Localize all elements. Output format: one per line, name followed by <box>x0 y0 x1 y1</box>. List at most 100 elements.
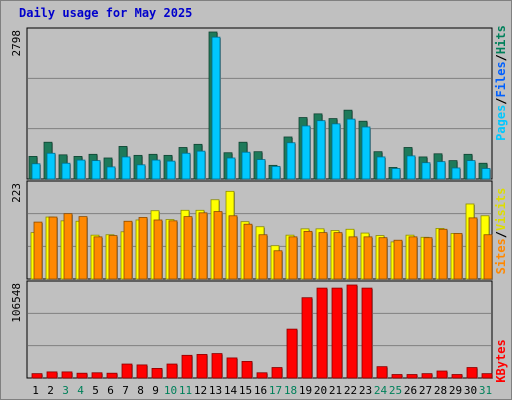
bar-files-15-body <box>241 151 251 180</box>
day-label-5: 5 <box>92 384 99 397</box>
day-label-25: 25 <box>389 384 402 397</box>
day-label-28: 28 <box>434 384 447 397</box>
bar-sites-23-body <box>363 236 373 280</box>
bar-sites-3-body <box>63 213 73 280</box>
bar-kbytes-28 <box>436 370 448 379</box>
day-label-1: 1 <box>32 384 39 397</box>
bar-sites-11 <box>183 216 193 280</box>
bar-sites-1 <box>33 221 43 280</box>
bar-kbytes-29 <box>451 374 463 379</box>
bar-sites-6-body <box>108 235 118 280</box>
bar-sites-28 <box>438 228 448 280</box>
bar-files-17-body <box>271 165 281 180</box>
bar-kbytes-5 <box>91 372 103 379</box>
day-label-10: 10 <box>164 384 177 397</box>
bar-files-2 <box>46 152 56 180</box>
bar-sites-27-body <box>423 237 433 280</box>
bar-sites-6 <box>108 235 118 280</box>
bar-sites-7 <box>123 220 133 280</box>
legend-separator: / <box>494 231 508 238</box>
bar-sites-15 <box>243 223 253 280</box>
bar-sites-31-body <box>483 234 493 280</box>
bar-sites-8 <box>138 217 148 280</box>
ymax-label-kbytes: 106548 <box>10 283 23 323</box>
bar-kbytes-23 <box>361 287 373 379</box>
bar-sites-2-body <box>48 216 58 280</box>
bar-sites-16-body <box>258 234 268 280</box>
bar-kbytes-11-body <box>181 354 193 379</box>
bar-files-17 <box>271 165 281 180</box>
bar-kbytes-9 <box>151 367 163 379</box>
bar-sites-17-body <box>273 250 283 280</box>
legend-hits: Hits <box>494 25 508 54</box>
bar-sites-9-body <box>153 219 163 280</box>
bar-files-16-body <box>256 159 266 180</box>
bar-files-5 <box>91 160 101 180</box>
bar-sites-24-body <box>378 237 388 280</box>
bar-kbytes-21 <box>331 287 343 379</box>
bar-files-15 <box>241 151 251 180</box>
bar-sites-26-body <box>408 236 418 280</box>
bar-files-24-body <box>376 156 386 180</box>
bar-files-11-body <box>181 152 191 180</box>
bar-sites-13 <box>213 211 223 280</box>
bar-sites-5 <box>93 236 103 280</box>
bar-kbytes-18-body <box>286 328 298 379</box>
bar-sites-10 <box>168 220 178 280</box>
day-label-7: 7 <box>122 384 129 397</box>
day-label-26: 26 <box>404 384 417 397</box>
bar-files-12-body <box>196 150 206 180</box>
bar-sites-18-body <box>288 236 298 280</box>
bar-kbytes-15 <box>241 361 253 379</box>
bar-files-13-body <box>211 36 221 180</box>
bar-kbytes-14-body <box>226 357 238 379</box>
bar-kbytes-31-body <box>481 373 493 379</box>
bar-files-21-body <box>331 123 341 180</box>
bar-kbytes-26-body <box>406 374 418 379</box>
legend-visits-sites: Sites/Visits <box>494 188 508 275</box>
bar-kbytes-20 <box>316 287 328 379</box>
bar-kbytes-17-body <box>271 367 283 379</box>
bar-sites-29-body <box>453 233 463 280</box>
day-label-8: 8 <box>137 384 144 397</box>
bar-files-31-body <box>481 168 491 180</box>
bar-sites-4-body <box>78 216 88 280</box>
day-label-4: 4 <box>77 384 84 397</box>
bar-kbytes-2-body <box>46 371 58 379</box>
legend-kbytes: KBytes <box>494 339 508 382</box>
bar-kbytes-6 <box>106 372 118 379</box>
bar-kbytes-22 <box>346 284 358 379</box>
bar-sites-12-body <box>198 212 208 280</box>
bar-sites-11-body <box>183 216 193 280</box>
bar-files-3-body <box>61 162 71 180</box>
bar-kbytes-5-body <box>91 372 103 379</box>
day-label-16: 16 <box>254 384 267 397</box>
bar-sites-15-body <box>243 223 253 280</box>
bar-kbytes-19-body <box>301 297 313 379</box>
bar-files-31 <box>481 168 491 180</box>
bar-kbytes-13-body <box>211 353 223 379</box>
bar-files-4-body <box>76 159 86 180</box>
bar-files-18 <box>286 142 296 180</box>
bar-sites-22-body <box>348 236 358 280</box>
bar-files-13 <box>211 36 221 180</box>
bar-files-20-body <box>316 120 326 180</box>
legend-sites: Sites <box>494 238 508 274</box>
bar-files-10 <box>166 160 176 180</box>
bar-sites-12 <box>198 212 208 280</box>
bar-files-6-body <box>106 166 116 180</box>
bar-files-5-body <box>91 160 101 180</box>
bar-sites-30 <box>468 217 478 280</box>
bar-sites-25 <box>393 239 403 280</box>
bar-files-27 <box>421 162 431 180</box>
bar-kbytes-12 <box>196 354 208 379</box>
bar-files-30 <box>466 160 476 180</box>
bar-sites-2 <box>48 216 58 280</box>
bar-files-8 <box>136 164 146 180</box>
bar-sites-4 <box>78 216 88 280</box>
bar-files-19 <box>301 125 311 180</box>
day-label-31: 31 <box>479 384 492 397</box>
bar-sites-22 <box>348 236 358 280</box>
